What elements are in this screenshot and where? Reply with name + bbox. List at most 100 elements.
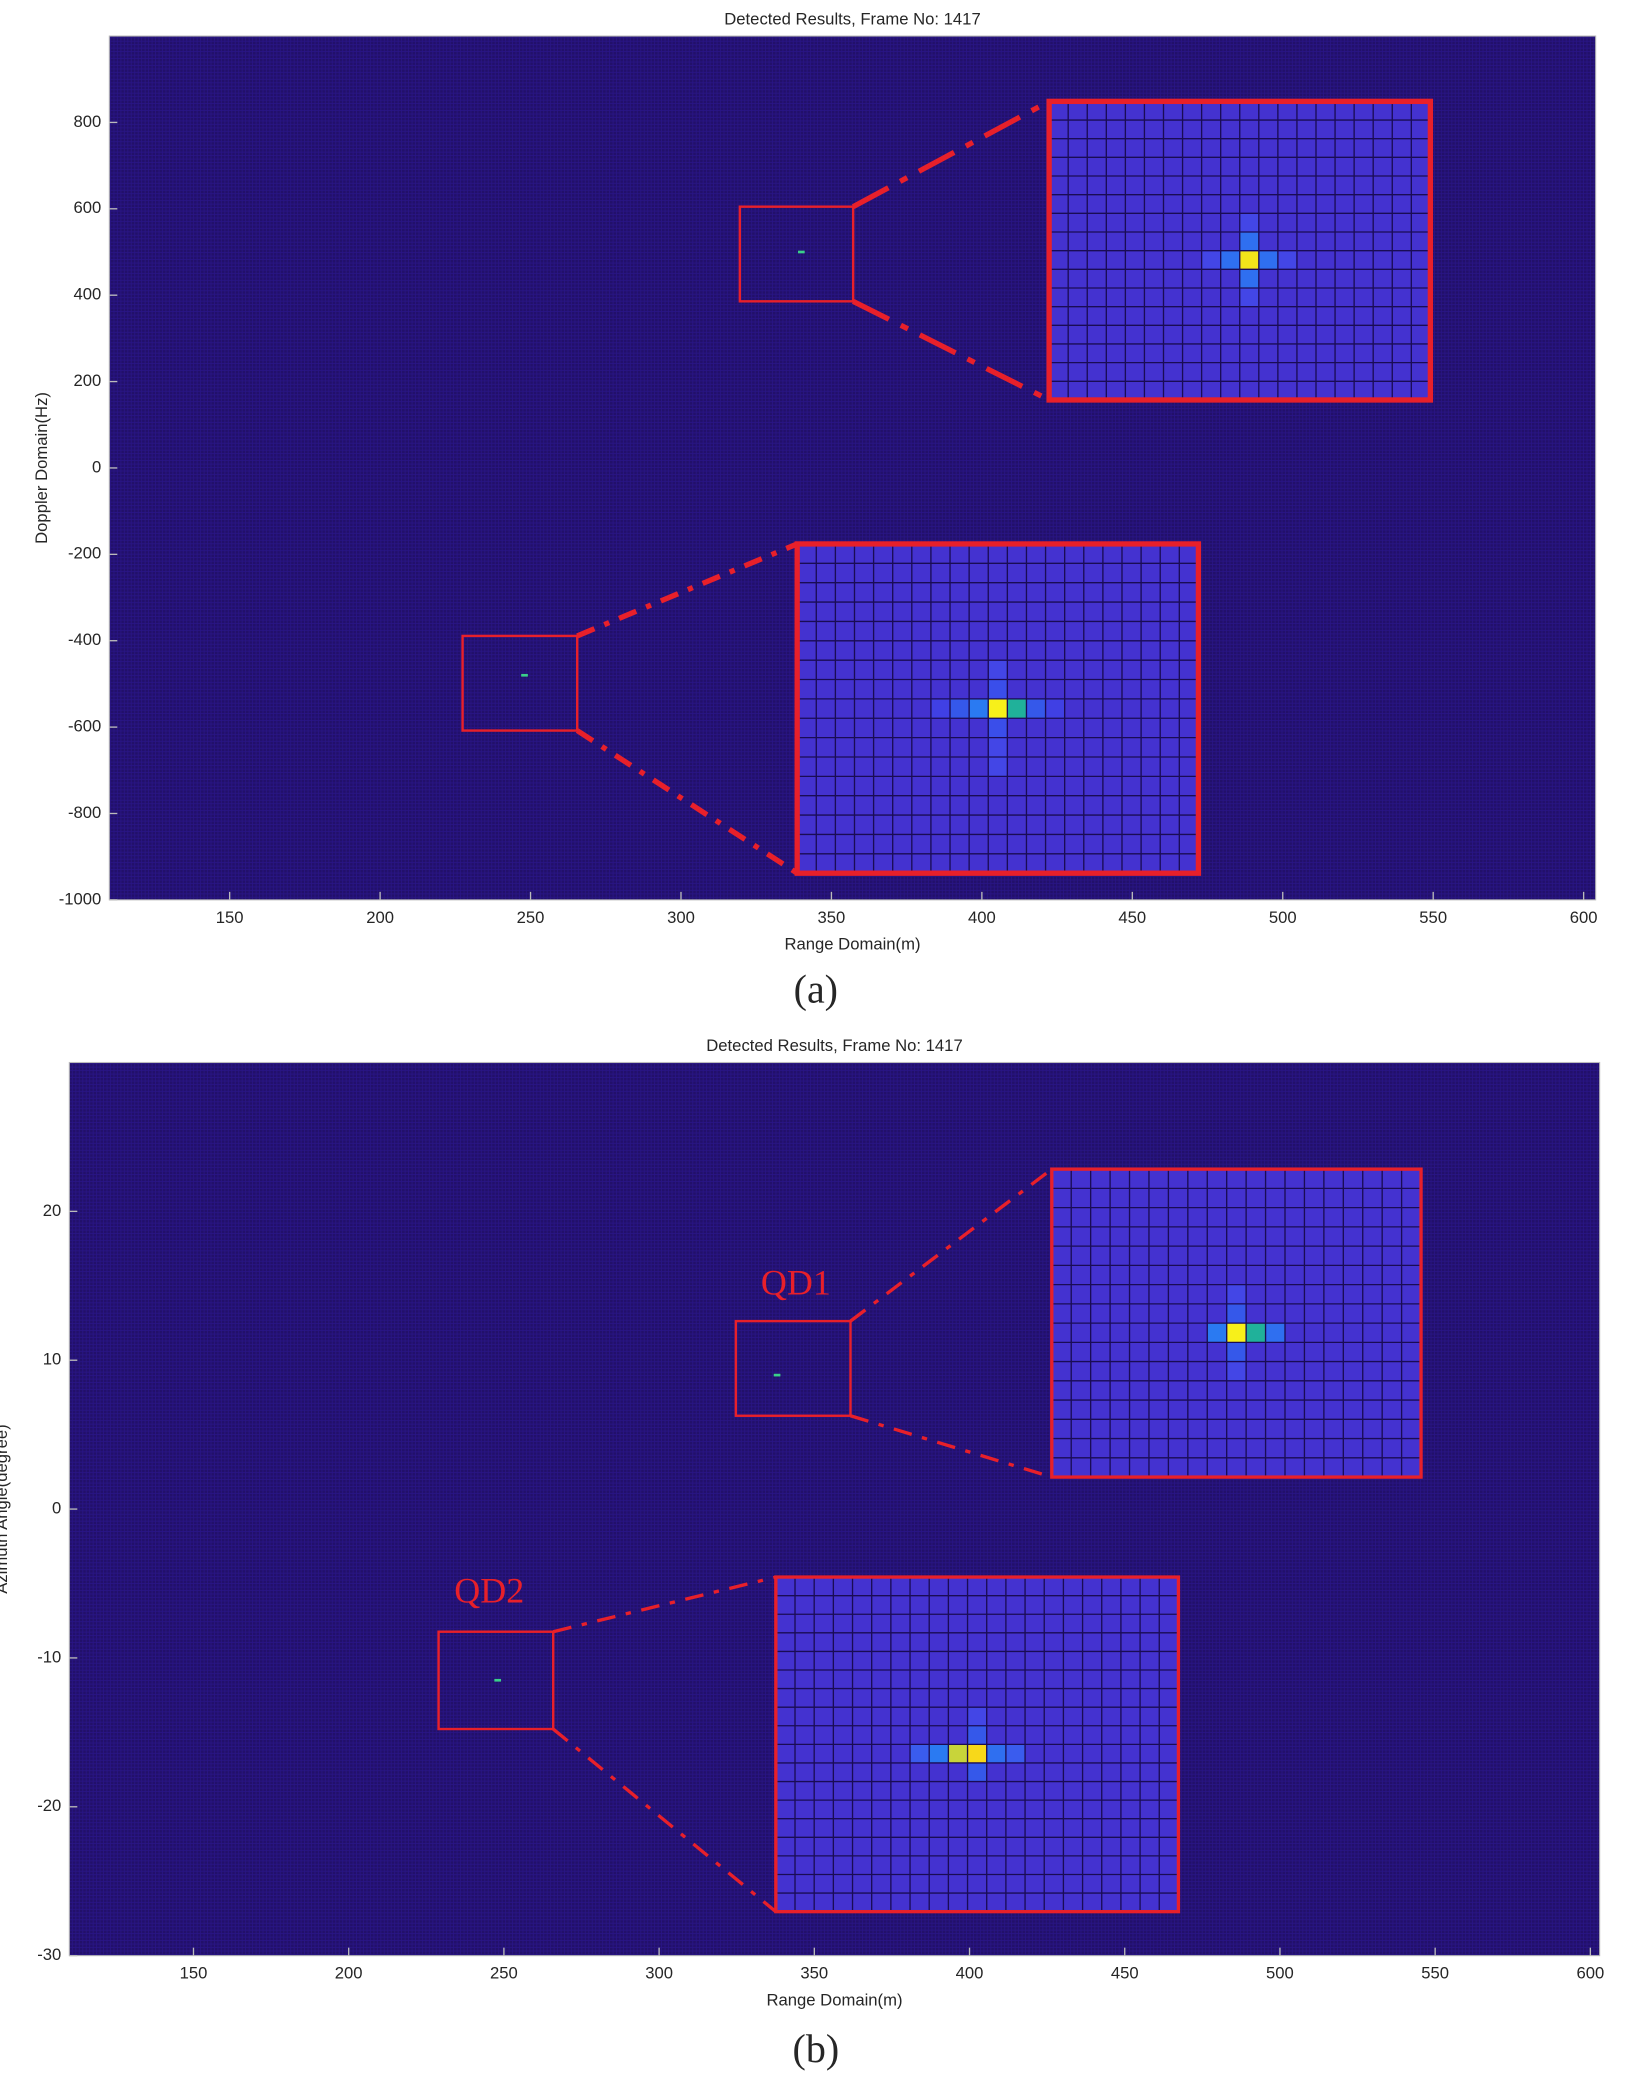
inset-cell — [1239, 287, 1259, 307]
y-tick-label: -600 — [68, 717, 101, 736]
x-tick-label: 550 — [1421, 1964, 1449, 1983]
inset-frame — [774, 1575, 1181, 1914]
inset-cell — [910, 1744, 930, 1763]
panel-label: (a) — [794, 966, 838, 1011]
x-tick-label: 400 — [968, 908, 996, 927]
zoom-connector — [552, 1727, 777, 1913]
y-tick-label: 400 — [74, 285, 102, 304]
y-tick-label: 10 — [43, 1350, 62, 1369]
x-tick-label: 300 — [645, 1964, 673, 1983]
zoom-connector — [576, 541, 799, 639]
inset-cell — [988, 679, 1008, 699]
inset-cell — [1239, 250, 1259, 270]
inset-cell — [1007, 698, 1027, 719]
zoom-box — [437, 1630, 555, 1731]
inset-cell — [1026, 698, 1046, 719]
chart: Detected Results, Frame No: 1417 Range Do… — [0, 1036, 1604, 2071]
x-tick-label: 350 — [800, 1964, 828, 1983]
inset-grid — [775, 1577, 1179, 1912]
y-tick-label: 0 — [52, 1498, 61, 1517]
inset-cell — [1226, 1361, 1247, 1381]
y-tick-label: -800 — [68, 803, 101, 822]
inset-cell — [1258, 250, 1278, 270]
inset-cell — [988, 756, 1008, 777]
zoom-connector — [851, 298, 1051, 403]
inset-cell — [1277, 250, 1297, 270]
y-tick-label: 20 — [43, 1201, 62, 1220]
zoom-connector — [552, 1575, 777, 1634]
x-tick-label: 450 — [1118, 908, 1146, 927]
y-tick-label: 0 — [92, 457, 101, 476]
y-tick-label: -20 — [37, 1796, 61, 1815]
inset-cell — [967, 1762, 987, 1782]
y-tick-label: -1000 — [59, 889, 102, 908]
panel-label: (b) — [793, 2026, 840, 2071]
x-axis-label: Range Domain(m) — [784, 935, 920, 954]
x-tick-label: 500 — [1266, 1964, 1294, 1983]
y-tick-label: 800 — [74, 112, 102, 131]
y-tick-label: 600 — [74, 198, 102, 217]
x-tick-label: 250 — [490, 1964, 518, 1983]
inset-cell — [1265, 1323, 1286, 1343]
inset-cell — [930, 698, 951, 719]
y-tick-label: -400 — [68, 630, 101, 649]
y-axis-label: Azimuth Angle(degree) — [0, 1424, 11, 1593]
inset-grid — [1051, 1169, 1422, 1478]
inset-cell — [1246, 1323, 1266, 1343]
y-tick-label: -30 — [37, 1945, 61, 1964]
detection — [521, 673, 528, 677]
x-tick-label: 150 — [180, 1964, 208, 1983]
detection — [773, 1373, 781, 1377]
chart-title: Detected Results, Frame No: 1417 — [706, 1036, 962, 1055]
zoom-box — [461, 634, 579, 732]
x-tick-label: 250 — [517, 908, 545, 927]
inset-cell — [967, 1744, 987, 1763]
x-tick-label: 450 — [1111, 1964, 1139, 1983]
y-tick-label: 200 — [74, 371, 102, 390]
annotation: QD1 — [761, 1263, 831, 1303]
inset-cell — [1045, 698, 1065, 719]
x-tick-label: 200 — [335, 1964, 363, 1983]
y-tick-label: -200 — [68, 544, 101, 563]
inset-grid — [797, 543, 1199, 874]
inset-cell — [1220, 250, 1240, 270]
inset-cell — [929, 1744, 949, 1763]
inset-cell — [988, 718, 1008, 738]
inset-cell — [988, 737, 1008, 757]
zoom-box — [738, 205, 855, 303]
x-tick-label: 350 — [818, 908, 846, 927]
inset-cell — [948, 1744, 968, 1763]
zoom-box — [734, 1319, 852, 1417]
inset-cell — [1239, 213, 1259, 232]
x-tick-label: 550 — [1419, 908, 1447, 927]
y-axis-label: Doppler Domain(Hz) — [32, 392, 51, 544]
x-tick-label: 500 — [1269, 908, 1297, 927]
inset-cell — [1226, 1303, 1247, 1324]
inset-cell — [967, 1707, 987, 1726]
inset-cell — [1226, 1323, 1247, 1343]
inset-frame — [794, 541, 1202, 876]
inset-frame — [1050, 1167, 1423, 1479]
x-tick-label: 600 — [1576, 1964, 1604, 1983]
zoom-connector — [851, 99, 1051, 210]
inset-cell — [967, 1725, 987, 1745]
inset-cell — [950, 698, 970, 719]
inset-cell — [1226, 1342, 1247, 1362]
zoom-connector — [850, 1414, 1053, 1479]
inset-frame — [1046, 98, 1434, 403]
x-tick-label: 400 — [956, 1964, 984, 1983]
x-tick-label: 150 — [216, 908, 244, 927]
inset-cell — [1005, 1744, 1026, 1763]
inset-cell — [986, 1744, 1006, 1763]
detection — [494, 1678, 502, 1682]
inset-cell — [988, 660, 1008, 680]
x-axis-label: Range Domain(m) — [766, 1990, 902, 2009]
y-tick-label: -10 — [37, 1647, 61, 1666]
annotation: QD2 — [454, 1571, 524, 1611]
x-tick-label: 300 — [667, 908, 695, 927]
detection — [798, 250, 805, 254]
inset-cell — [969, 698, 989, 719]
chart-title: Detected Results, Frame No: 1417 — [724, 9, 980, 28]
